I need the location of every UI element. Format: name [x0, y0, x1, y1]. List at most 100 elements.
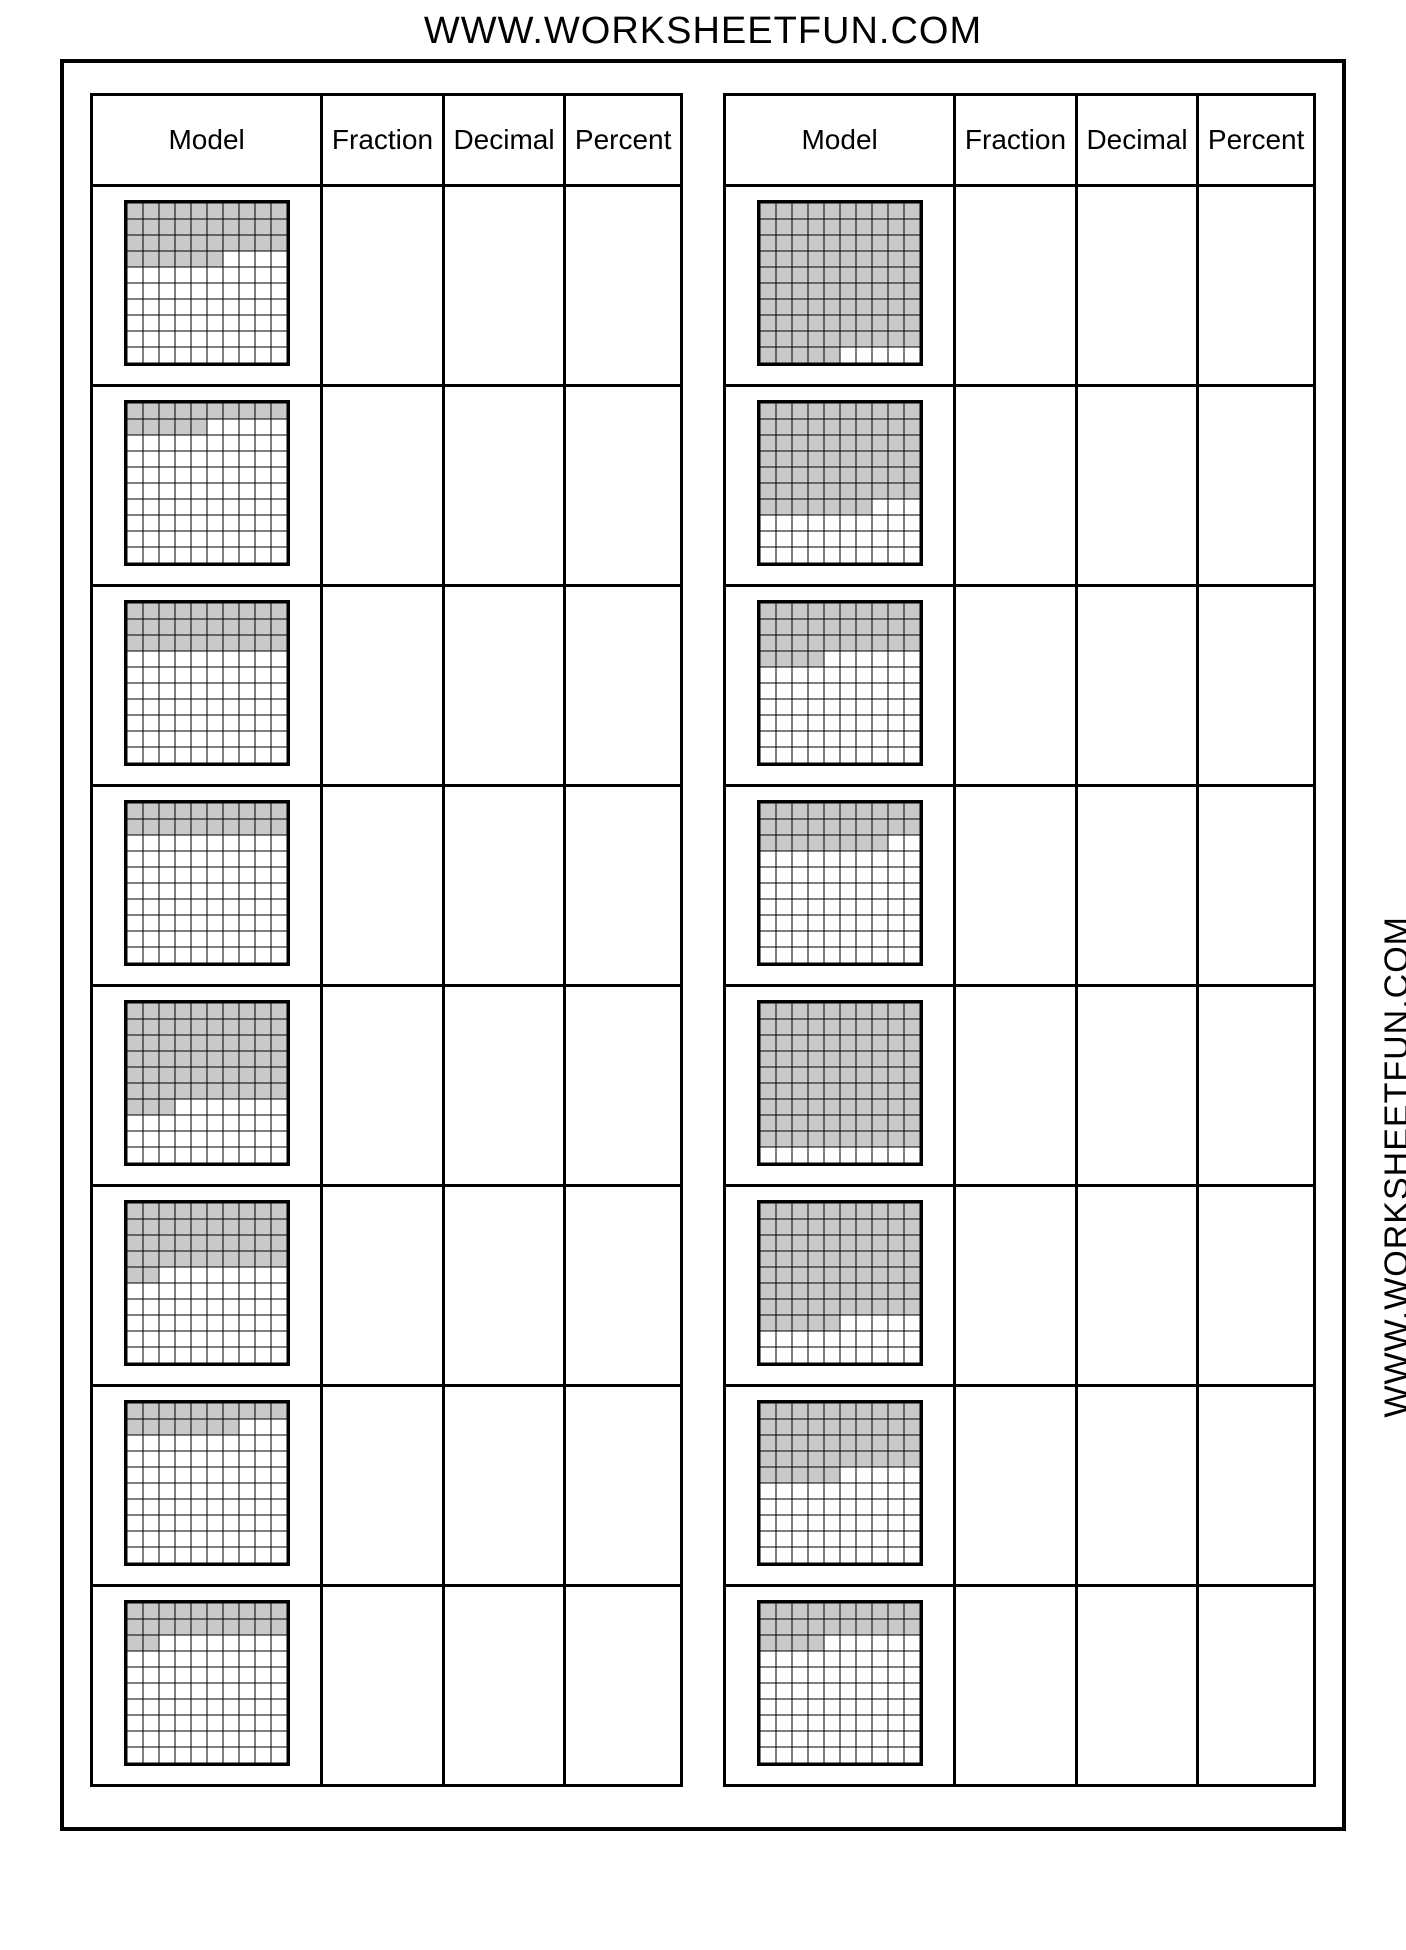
- hundred-grid: [757, 1000, 923, 1166]
- decimal-cell[interactable]: [443, 186, 565, 386]
- table-row: [725, 586, 1315, 786]
- hundred-grid: [757, 800, 923, 966]
- percent-cell[interactable]: [565, 1386, 682, 1586]
- model-cell: [92, 586, 322, 786]
- fraction-cell[interactable]: [322, 386, 444, 586]
- fraction-cell[interactable]: [322, 1386, 444, 1586]
- table-row: [725, 386, 1315, 586]
- table-row: [92, 1386, 682, 1586]
- model-cell: [725, 1586, 955, 1786]
- hundred-grid: [757, 1400, 923, 1566]
- model-cell: [725, 1186, 955, 1386]
- col-header-decimal: Decimal: [1076, 95, 1198, 186]
- fraction-cell[interactable]: [322, 1586, 444, 1786]
- table-row: [725, 986, 1315, 1186]
- col-header-percent: Percent: [565, 95, 682, 186]
- decimal-cell[interactable]: [443, 786, 565, 986]
- hundred-grid: [757, 400, 923, 566]
- percent-cell[interactable]: [1198, 986, 1315, 1186]
- table-row: [725, 186, 1315, 386]
- model-cell: [92, 1586, 322, 1786]
- decimal-cell[interactable]: [1076, 586, 1198, 786]
- decimal-cell[interactable]: [1076, 1586, 1198, 1786]
- decimal-cell[interactable]: [1076, 1386, 1198, 1586]
- hundred-grid: [124, 1200, 290, 1366]
- table-row: [92, 786, 682, 986]
- hundred-grid: [124, 200, 290, 366]
- model-cell: [725, 786, 955, 986]
- model-cell: [725, 186, 955, 386]
- table-row: [725, 1186, 1315, 1386]
- percent-cell[interactable]: [1198, 786, 1315, 986]
- col-header-model: Model: [92, 95, 322, 186]
- percent-cell[interactable]: [1198, 386, 1315, 586]
- fraction-cell[interactable]: [955, 786, 1077, 986]
- hundred-grid: [757, 200, 923, 366]
- percent-cell[interactable]: [1198, 1586, 1315, 1786]
- fraction-cell[interactable]: [322, 986, 444, 1186]
- fraction-cell[interactable]: [955, 1186, 1077, 1386]
- table-row: [92, 1186, 682, 1386]
- percent-cell[interactable]: [565, 1586, 682, 1786]
- decimal-cell[interactable]: [443, 1386, 565, 1586]
- percent-cell[interactable]: [1198, 1186, 1315, 1386]
- model-cell: [92, 1386, 322, 1586]
- model-cell: [92, 786, 322, 986]
- table-row: [92, 986, 682, 1186]
- decimal-cell[interactable]: [1076, 786, 1198, 986]
- fraction-cell[interactable]: [322, 1186, 444, 1386]
- hundred-grid: [757, 1600, 923, 1766]
- model-cell: [92, 186, 322, 386]
- hundred-grid: [124, 1400, 290, 1566]
- col-header-percent: Percent: [1198, 95, 1315, 186]
- table-row: [92, 186, 682, 386]
- decimal-cell[interactable]: [1076, 1186, 1198, 1386]
- percent-cell[interactable]: [565, 186, 682, 386]
- percent-cell[interactable]: [1198, 186, 1315, 386]
- side-url: WWW.WORKSHEETFUN.COM: [1379, 916, 1406, 1418]
- table-row: [725, 1586, 1315, 1786]
- worksheet-page: WWW.WORKSHEETFUN.COM WWW.WORKSHEETFUN.CO…: [0, 0, 1406, 1831]
- fraction-cell[interactable]: [955, 386, 1077, 586]
- percent-cell[interactable]: [565, 1186, 682, 1386]
- decimal-cell[interactable]: [1076, 386, 1198, 586]
- decimal-cell[interactable]: [443, 1186, 565, 1386]
- fraction-cell[interactable]: [955, 186, 1077, 386]
- fraction-cell[interactable]: [322, 186, 444, 386]
- decimal-cell[interactable]: [443, 386, 565, 586]
- fraction-cell[interactable]: [955, 586, 1077, 786]
- decimal-cell[interactable]: [1076, 986, 1198, 1186]
- percent-cell[interactable]: [565, 786, 682, 986]
- table-row: [725, 786, 1315, 986]
- percent-cell[interactable]: [1198, 586, 1315, 786]
- model-cell: [92, 386, 322, 586]
- decimal-cell[interactable]: [443, 986, 565, 1186]
- model-cell: [725, 1386, 955, 1586]
- fraction-cell[interactable]: [322, 786, 444, 986]
- fraction-cell[interactable]: [955, 1386, 1077, 1586]
- hundred-grid: [124, 1000, 290, 1166]
- percent-cell[interactable]: [1198, 1386, 1315, 1586]
- header-url: WWW.WORKSHEETFUN.COM: [0, 0, 1406, 59]
- hundred-grid: [757, 600, 923, 766]
- decimal-cell[interactable]: [443, 586, 565, 786]
- table-row: [92, 586, 682, 786]
- col-header-fraction: Fraction: [955, 95, 1077, 186]
- col-header-model: Model: [725, 95, 955, 186]
- decimal-cell[interactable]: [1076, 186, 1198, 386]
- percent-cell[interactable]: [565, 586, 682, 786]
- percent-cell[interactable]: [565, 386, 682, 586]
- fraction-cell[interactable]: [955, 986, 1077, 1186]
- hundred-grid: [124, 600, 290, 766]
- worksheet-table-right: Model Fraction Decimal Percent: [723, 93, 1316, 1787]
- outer-frame: Model Fraction Decimal Percent Model Fra…: [60, 59, 1346, 1831]
- percent-cell[interactable]: [565, 986, 682, 1186]
- model-cell: [725, 986, 955, 1186]
- hundred-grid: [757, 1200, 923, 1366]
- decimal-cell[interactable]: [443, 1586, 565, 1786]
- col-header-decimal: Decimal: [443, 95, 565, 186]
- model-cell: [92, 986, 322, 1186]
- hundred-grid: [124, 400, 290, 566]
- fraction-cell[interactable]: [322, 586, 444, 786]
- fraction-cell[interactable]: [955, 1586, 1077, 1786]
